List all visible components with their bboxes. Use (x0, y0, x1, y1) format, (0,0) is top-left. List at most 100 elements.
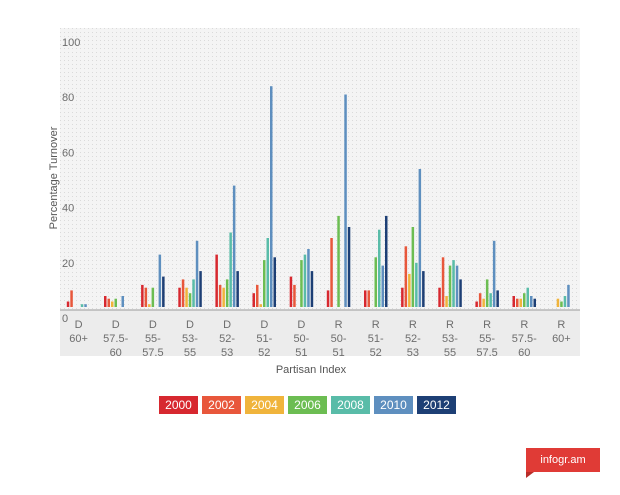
bar-2000[interactable] (104, 296, 107, 307)
bar-2010[interactable] (158, 254, 162, 307)
bar-2010[interactable] (121, 296, 125, 307)
bar-2006[interactable] (114, 298, 118, 307)
brand-logo[interactable]: infogr.am (526, 448, 600, 472)
bar-2000[interactable] (215, 254, 218, 307)
bar-2004[interactable] (259, 304, 263, 307)
bar-2012[interactable] (310, 271, 314, 307)
bar-2008[interactable] (489, 293, 492, 307)
bar-2002[interactable] (107, 298, 111, 307)
bar-2006[interactable] (263, 260, 266, 307)
bar-2008[interactable] (192, 279, 195, 307)
bar-2004[interactable] (222, 287, 225, 307)
bar-2002[interactable] (330, 238, 333, 307)
bar-2008[interactable] (563, 296, 567, 307)
bar-2008[interactable] (526, 287, 530, 307)
y-tick-label: 40 (62, 203, 74, 215)
bar-2010[interactable] (567, 284, 570, 307)
bar-2006[interactable] (337, 215, 340, 307)
bar-2010[interactable] (232, 185, 236, 307)
bar-2008[interactable] (266, 238, 270, 307)
bar-2002[interactable] (441, 257, 445, 307)
bar-2012[interactable] (273, 257, 277, 307)
bars (66, 86, 570, 308)
bar-2012[interactable] (496, 290, 499, 307)
bar-2006[interactable] (523, 293, 526, 307)
bar-2010[interactable] (455, 265, 459, 307)
bar-2000[interactable] (401, 287, 404, 307)
bar-2010[interactable] (270, 86, 273, 307)
bar-2002[interactable] (218, 284, 222, 307)
bar-2006[interactable] (300, 260, 303, 307)
bar-2010[interactable] (492, 240, 496, 307)
bar-2000[interactable] (178, 287, 181, 307)
bar-2006[interactable] (485, 279, 489, 307)
bar-2010[interactable] (381, 265, 385, 307)
bar-2002[interactable] (256, 284, 259, 307)
bar-2002[interactable] (144, 287, 148, 307)
bar-2004[interactable] (556, 298, 560, 307)
bar-2000[interactable] (66, 301, 70, 308)
bar-2006[interactable] (151, 287, 155, 307)
bar-2012[interactable] (162, 276, 165, 307)
bar-2002[interactable] (70, 290, 73, 307)
bar-2008[interactable] (80, 304, 84, 307)
bar-2002[interactable] (516, 298, 519, 307)
bar-2004[interactable] (445, 296, 448, 307)
legend-item-2010[interactable]: 2010 (374, 396, 413, 414)
bar-2008[interactable] (378, 229, 381, 307)
bar-2012[interactable] (533, 298, 537, 307)
bar-2012[interactable] (347, 227, 351, 307)
legend-item-2006[interactable]: 2006 (288, 396, 327, 414)
bar-2008[interactable] (303, 254, 307, 307)
bar-2010[interactable] (418, 169, 422, 307)
bar-2010[interactable] (344, 94, 347, 308)
bar-2000[interactable] (512, 296, 516, 307)
bar-2000[interactable] (326, 290, 330, 307)
bar-2002[interactable] (367, 290, 371, 307)
bar-2000[interactable] (364, 290, 367, 307)
bar-2004[interactable] (148, 304, 151, 307)
legend-item-2012[interactable]: 2012 (417, 396, 456, 414)
bar-2004[interactable] (408, 273, 411, 307)
legend-item-2000[interactable]: 2000 (159, 396, 198, 414)
legend-item-2004[interactable]: 2004 (245, 396, 284, 414)
bar-2010[interactable] (84, 304, 87, 307)
bar-2012[interactable] (199, 271, 202, 307)
bar-2012[interactable] (385, 215, 388, 307)
x-tick-label: D 52-53 (219, 319, 235, 359)
legend-item-2008[interactable]: 2008 (331, 396, 370, 414)
bar-2012[interactable] (236, 271, 239, 307)
y-tick-label: 20 (62, 258, 74, 270)
x-tick-label: R 50-51 (331, 319, 347, 359)
bar-2004[interactable] (519, 298, 523, 307)
x-tick-label: R 60+ (552, 319, 571, 345)
bar-2004[interactable] (111, 301, 114, 308)
legend-item-2002[interactable]: 2002 (202, 396, 241, 414)
bar-2000[interactable] (438, 287, 441, 307)
bar-2004[interactable] (482, 298, 485, 307)
bar-2012[interactable] (422, 271, 425, 307)
bar-2008[interactable] (415, 262, 418, 307)
bar-2000[interactable] (289, 276, 293, 307)
bar-2008[interactable] (452, 260, 455, 307)
bar-2002[interactable] (181, 279, 185, 307)
bar-2000[interactable] (141, 284, 144, 307)
bar-2002[interactable] (478, 293, 482, 307)
bar-2010[interactable] (307, 249, 310, 307)
y-tick-label: 80 (62, 92, 74, 104)
bar-2012[interactable] (459, 279, 462, 307)
bar-2000[interactable] (475, 301, 478, 308)
bar-2006[interactable] (188, 293, 192, 307)
bar-2000[interactable] (252, 293, 256, 307)
bar-2006[interactable] (411, 227, 415, 307)
bar-2006[interactable] (448, 265, 452, 307)
bar-2002[interactable] (293, 284, 296, 307)
bar-2010[interactable] (530, 296, 533, 307)
bar-2008[interactable] (229, 232, 232, 308)
bar-2006[interactable] (560, 301, 563, 308)
bar-2010[interactable] (195, 240, 199, 307)
bar-2004[interactable] (185, 287, 188, 307)
bar-2002[interactable] (404, 246, 408, 307)
bar-2006[interactable] (374, 257, 378, 307)
bar-2006[interactable] (225, 279, 229, 307)
